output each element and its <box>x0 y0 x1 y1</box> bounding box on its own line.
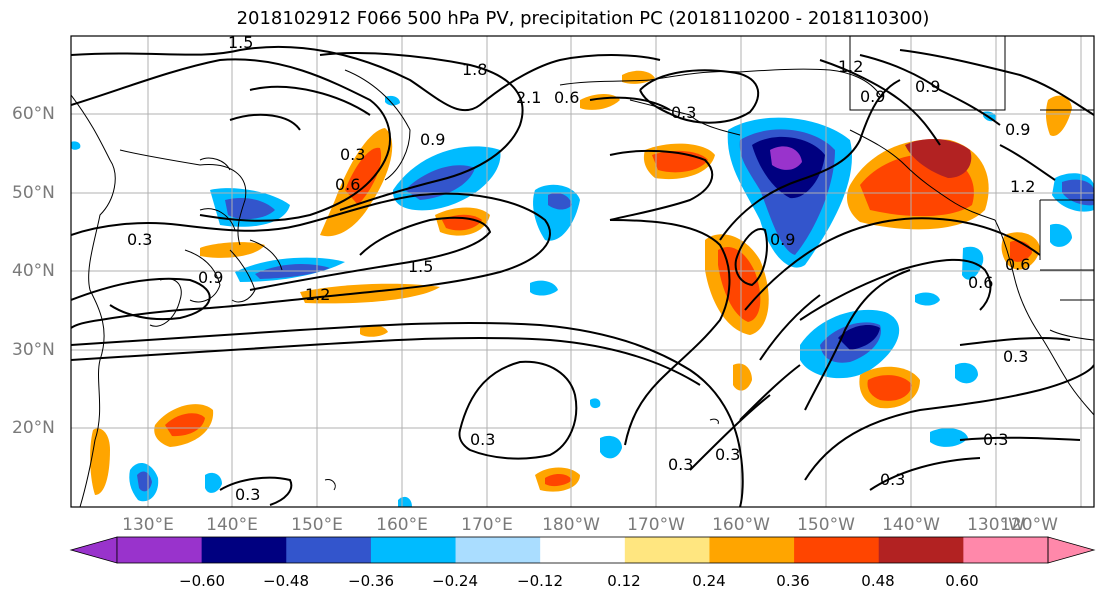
lon-label: 170°W <box>627 515 685 535</box>
colorbar-tick-label: 0.12 <box>607 572 641 590</box>
contour-label: 0.3 <box>671 103 696 122</box>
pv-contours <box>71 45 1094 507</box>
contour-label: 1.2 <box>305 285 330 304</box>
contour-label: 1.5 <box>408 257 433 276</box>
contour-label: 0.3 <box>880 470 905 489</box>
contour-label: 0.9 <box>1005 120 1030 139</box>
lon-label: 160°E <box>376 515 428 535</box>
colorbar-tick-label: 0.60 <box>945 572 979 590</box>
colorbar-swatch <box>540 537 626 563</box>
colorbar-tick-label: −0.12 <box>517 572 563 590</box>
contour-label: 0.9 <box>915 77 940 96</box>
graticule <box>71 36 1094 507</box>
colorbar-swatch <box>370 537 457 563</box>
contour-label: 0.3 <box>668 455 693 474</box>
contour-label: 0.3 <box>235 485 260 504</box>
contour-label: 2.1 <box>516 88 541 107</box>
colorbar-swatch <box>709 537 795 563</box>
contour-label: 0.3 <box>127 230 152 249</box>
colorbar-swatch <box>117 537 203 563</box>
contour-label: 1.2 <box>838 57 863 76</box>
lon-label: 130°W <box>967 515 1025 535</box>
contour-label: 0.3 <box>470 430 495 449</box>
colorbar-tick-label: −0.24 <box>432 572 478 590</box>
colorbar-swatch <box>963 537 1049 563</box>
contour-label: 0.3 <box>1003 347 1028 366</box>
contour-label: 0.9 <box>420 130 445 149</box>
colorbar-swatch <box>286 537 372 563</box>
colorbar-swatch <box>455 537 541 563</box>
colorbar-swatch <box>201 537 287 563</box>
colorbar-tick-label: −0.36 <box>348 572 394 590</box>
colorbar-tick-label: 0.36 <box>776 572 810 590</box>
colorbar-swatch <box>794 537 880 563</box>
colorbar-tick-label: −0.60 <box>179 572 225 590</box>
lat-label: 50°N <box>12 183 55 203</box>
contour-label: 0.9 <box>860 87 885 106</box>
lat-label: 20°N <box>12 418 55 438</box>
lat-label: 40°N <box>12 261 55 281</box>
contour-label: 0.3 <box>983 430 1008 449</box>
colorbar-swatch <box>878 537 964 563</box>
map-title: 2018102912 F066 500 hPa PV, precipitatio… <box>236 8 930 29</box>
colorbar-extend-high <box>1047 536 1096 564</box>
pv-contour-labels: 1.5 1.8 2.1 0.6 0.3 1.2 0.9 0.9 0.9 0.3 … <box>127 33 1035 504</box>
lat-label: 60°N <box>12 104 55 124</box>
colorbar-tick-label: 0.24 <box>692 572 726 590</box>
lon-label: 140°E <box>206 515 258 535</box>
lon-label: 150°E <box>291 515 343 535</box>
contour-label: 0.6 <box>554 88 579 107</box>
lon-label: 120°W <box>1000 515 1058 535</box>
colorbar-tick-label: −0.48 <box>263 572 309 590</box>
lon-label: 180°W <box>542 515 600 535</box>
lon-label: 140°W <box>882 515 940 535</box>
lon-label: 170°E <box>461 515 513 535</box>
contour-label: 1.5 <box>228 33 253 52</box>
contour-label: 0.9 <box>770 230 795 249</box>
lon-label: 150°W <box>797 515 855 535</box>
contour-label: 0.9 <box>198 268 223 287</box>
lon-label: 130°E <box>122 515 174 535</box>
colorbar <box>69 536 1096 564</box>
lat-label: 30°N <box>12 340 55 360</box>
contour-label: 0.3 <box>340 145 365 164</box>
contour-label: 0.3 <box>715 445 740 464</box>
colorbar-extend-low <box>69 536 118 564</box>
colorbar-swatch <box>624 537 710 563</box>
colorbar-tick-label: 0.48 <box>861 572 895 590</box>
contour-label: 0.6 <box>968 273 993 292</box>
contour-label: 0.6 <box>335 175 360 194</box>
lon-label: 160°W <box>712 515 770 535</box>
contour-label: 1.2 <box>1010 177 1035 196</box>
contour-label: 1.8 <box>462 60 487 79</box>
contour-label: 0.6 <box>1005 255 1030 274</box>
